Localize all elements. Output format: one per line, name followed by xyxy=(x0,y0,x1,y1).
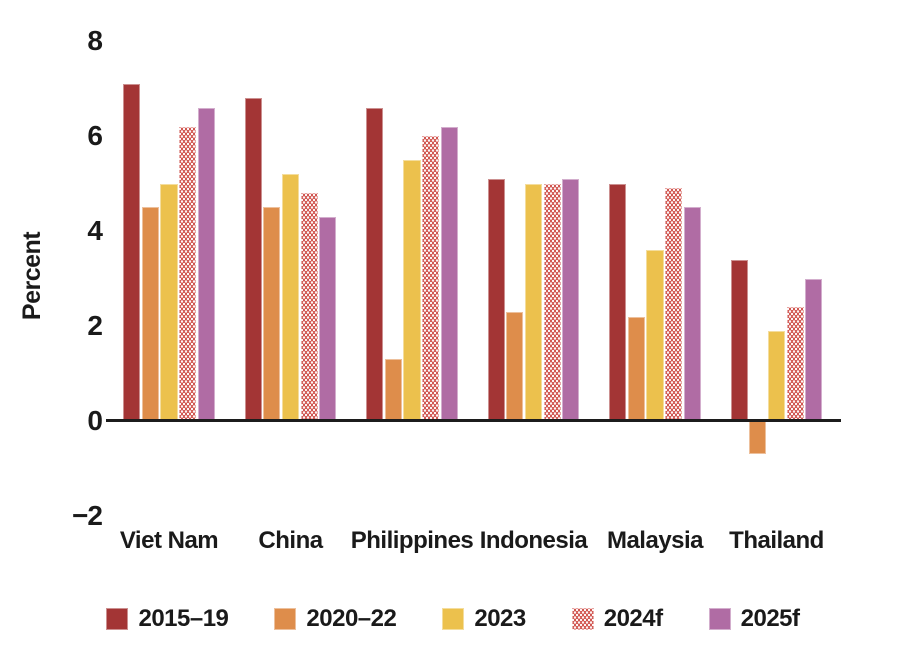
x-axis-line xyxy=(106,419,841,422)
legend-item-2015-19: 2015–19 xyxy=(106,605,229,632)
y-axis-title: Percent xyxy=(18,231,46,321)
x-label-china: China xyxy=(258,527,323,554)
legend-swatch-2024f-icon xyxy=(571,608,594,630)
x-label-philippines: Philippines xyxy=(350,527,474,554)
bar-china-2025f xyxy=(319,216,337,421)
legend-item-2024f: 2024f xyxy=(571,605,663,632)
x-label-malaysia: Malaysia xyxy=(606,527,704,554)
x-label-indonesia: Indonesia xyxy=(479,527,588,554)
bar-indonesia-2020-22 xyxy=(506,311,524,421)
bar-philippines-2023 xyxy=(403,159,421,421)
bar-viet-nam-2015-19 xyxy=(123,83,141,421)
bar-malaysia-2020-22 xyxy=(627,316,645,421)
bar-philippines-2020-22 xyxy=(384,359,402,421)
legend: 2015–19 2020–22 2023 2024f 2025f xyxy=(0,606,906,632)
bar-philippines-2015-19 xyxy=(366,107,384,421)
legend-label-2023: 2023 xyxy=(474,605,526,632)
y-tick-4: 4 xyxy=(87,215,103,246)
bar-indonesia-2015-19 xyxy=(487,178,505,421)
bar-viet-nam-2020-22 xyxy=(141,207,159,421)
bar-malaysia-2015-19 xyxy=(609,183,627,421)
bar-china-2024f xyxy=(300,193,318,421)
y-tick-6: 6 xyxy=(87,120,103,151)
legend-swatch-2023-icon xyxy=(442,608,465,630)
bar-philippines-2024f xyxy=(422,136,440,421)
y-tick--2: −2 xyxy=(72,500,103,531)
legend-label-2024f: 2024f xyxy=(603,605,663,632)
bar-thailand-2015-19 xyxy=(730,259,748,421)
legend-label-2015-19: 2015–19 xyxy=(138,605,229,632)
bar-thailand-2024f xyxy=(786,307,804,421)
legend-item-2025f: 2025f xyxy=(708,605,800,632)
legend-swatch-2025f-icon xyxy=(708,608,731,630)
x-label-viet-nam: Viet Nam xyxy=(119,527,219,554)
bar-malaysia-2023 xyxy=(646,250,664,421)
bar-thailand-2025f xyxy=(805,278,823,421)
legend-swatch-2020-22-icon xyxy=(274,608,297,630)
y-tick-0: 0 xyxy=(87,405,103,436)
bar-china-2020-22 xyxy=(263,207,281,421)
bar-philippines-2025f xyxy=(440,126,458,421)
bar-indonesia-2023 xyxy=(524,183,543,421)
legend-label-2025f: 2025f xyxy=(740,605,800,632)
legend-item-2020-22: 2020–22 xyxy=(274,605,397,632)
bar-malaysia-2024f xyxy=(665,188,683,421)
x-label-thailand: Thailand xyxy=(729,527,824,554)
bar-china-2015-19 xyxy=(244,98,262,421)
bar-indonesia-2025f xyxy=(562,178,580,421)
bar-thailand-2020-22 xyxy=(749,421,767,455)
bar-viet-nam-2024f xyxy=(179,126,197,421)
bar-viet-nam-2023 xyxy=(160,183,178,421)
bar-indonesia-2024f xyxy=(543,183,561,421)
bar-thailand-2023 xyxy=(767,330,786,421)
legend-swatch-2015-19-icon xyxy=(106,608,129,630)
y-tick-2: 2 xyxy=(87,310,103,341)
legend-label-2020-22: 2020–22 xyxy=(306,605,397,632)
bar-viet-nam-2025f xyxy=(197,107,215,421)
y-tick-8: 8 xyxy=(87,25,103,56)
bar-china-2023 xyxy=(281,174,300,421)
legend-item-2023: 2023 xyxy=(442,605,526,632)
bar-malaysia-2025f xyxy=(683,207,701,421)
